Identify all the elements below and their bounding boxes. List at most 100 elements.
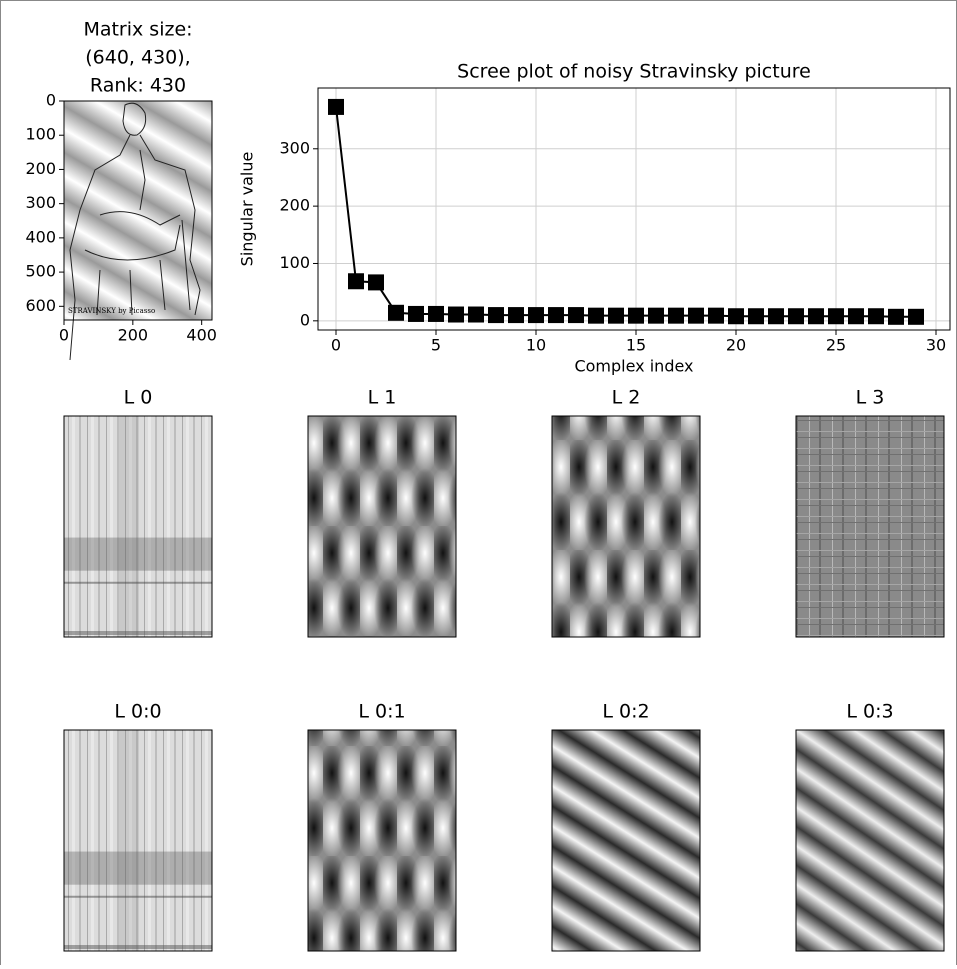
image <box>64 416 212 637</box>
y-tick-label: 0 <box>300 310 310 329</box>
image-frame <box>63 100 213 321</box>
image-frame <box>795 729 945 952</box>
panel-title: L 0 <box>124 387 153 409</box>
image-band <box>64 945 212 949</box>
marker <box>908 308 924 325</box>
image-frame <box>551 415 701 638</box>
marker <box>768 308 784 325</box>
x-tick-label: 400 <box>186 326 217 345</box>
panel-title: L 1 <box>368 387 397 409</box>
panel-title: L 2 <box>612 387 641 409</box>
y-axis-label: Singular value <box>238 152 257 267</box>
panel-title: (640, 430), <box>85 47 190 69</box>
marker <box>388 304 404 321</box>
marker <box>348 273 364 290</box>
sketch-line <box>84 224 181 261</box>
marker <box>488 307 504 324</box>
x-tick-label: 200 <box>118 326 149 345</box>
x-tick-label: 5 <box>431 336 441 355</box>
y-tick-label: 300 <box>25 193 56 212</box>
image <box>552 730 700 951</box>
image-band <box>64 537 212 571</box>
marker <box>668 307 684 324</box>
image <box>308 730 456 951</box>
sketch-line <box>139 149 146 211</box>
image-frame <box>551 729 701 952</box>
image-band <box>64 581 212 584</box>
image <box>552 416 700 637</box>
marker <box>648 307 664 324</box>
y-tick-label: 100 <box>279 253 310 272</box>
y-tick-label: 100 <box>25 125 56 144</box>
image-frame <box>307 729 457 952</box>
marker <box>548 307 564 324</box>
image <box>796 730 944 951</box>
marker <box>428 305 444 322</box>
x-tick-label: 15 <box>626 336 646 355</box>
y-tick-label: 600 <box>25 296 56 315</box>
panel-title: L 0:1 <box>358 701 405 723</box>
plot-frame <box>317 87 951 331</box>
marker <box>588 307 604 324</box>
panel-title: Rank: 430 <box>90 75 186 97</box>
y-tick-label: 400 <box>25 227 56 246</box>
y-tick-label: 500 <box>25 262 56 281</box>
marker <box>468 306 484 323</box>
plot-area <box>318 88 950 330</box>
sketch-line <box>122 102 147 136</box>
x-tick-label: 10 <box>526 336 546 355</box>
marker <box>728 308 744 325</box>
panel-title: Matrix size: <box>83 19 192 41</box>
marker <box>628 307 644 324</box>
y-tick-label: 200 <box>279 196 310 215</box>
y-tick-label: 0 <box>46 91 56 110</box>
image-band <box>64 631 212 635</box>
sketch-line <box>69 134 131 361</box>
marker <box>828 308 844 325</box>
image-frame <box>63 729 213 952</box>
marker <box>408 305 424 322</box>
image-caption: STRAVINSKY by Picasso <box>68 307 155 315</box>
marker <box>328 98 344 115</box>
x-tick-label: 0 <box>59 326 69 345</box>
marker <box>808 308 824 325</box>
sketch-line <box>99 211 181 226</box>
panel-title: L 0:3 <box>846 701 893 723</box>
x-axis-label: Complex index <box>574 357 693 376</box>
image <box>796 416 944 637</box>
image <box>308 416 456 637</box>
image-frame <box>307 415 457 638</box>
marker <box>368 274 384 291</box>
sketch-line <box>139 134 201 316</box>
marker <box>528 307 544 324</box>
image-band <box>119 730 139 951</box>
x-tick-label: 30 <box>926 336 946 355</box>
x-tick-label: 25 <box>826 336 846 355</box>
x-tick-label: 20 <box>726 336 746 355</box>
panel-title: L 0:2 <box>602 701 649 723</box>
marker <box>848 308 864 325</box>
marker <box>868 308 884 325</box>
sketch-line <box>96 219 191 316</box>
panel-title: L 3 <box>856 387 885 409</box>
chart-title: Scree plot of noisy Stravinsky picture <box>457 61 811 83</box>
image <box>64 730 212 951</box>
marker <box>888 308 904 325</box>
marker <box>788 308 804 325</box>
marker <box>568 307 584 324</box>
image-frame <box>63 415 213 638</box>
panel-title: L 0:0 <box>114 701 161 723</box>
image-band <box>64 895 212 898</box>
x-tick-label: 0 <box>331 336 341 355</box>
image-band <box>64 851 212 885</box>
marker <box>508 307 524 324</box>
image-frame <box>795 415 945 638</box>
marker <box>748 308 764 325</box>
marker <box>688 307 704 324</box>
marker <box>608 307 624 324</box>
image-band <box>119 416 139 637</box>
marker <box>448 306 464 323</box>
y-tick-label: 200 <box>25 159 56 178</box>
marker <box>708 307 724 324</box>
